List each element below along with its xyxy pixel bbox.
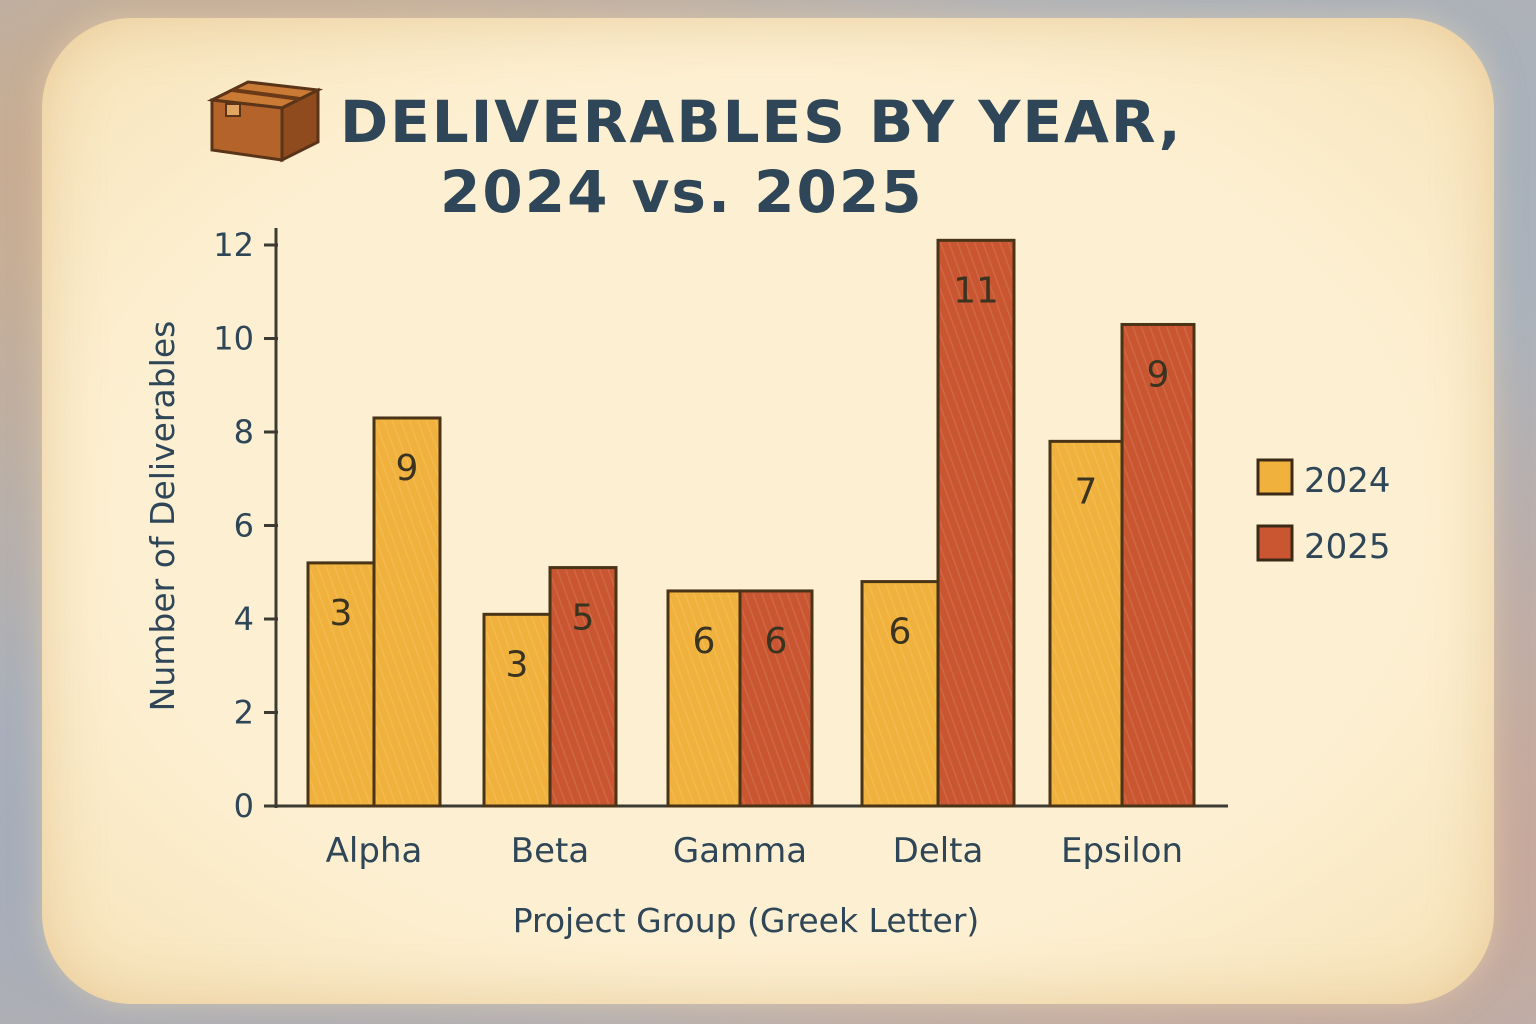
x-categories: Alpha Beta Gamma Delta Epsilon (326, 831, 1183, 871)
x-category-label-epsilon: Epsilon (1061, 831, 1183, 871)
bar-texture (1052, 443, 1120, 804)
legend-swatch-2024 (1256, 458, 1294, 496)
chart-card (42, 18, 1494, 1004)
bar-texture (670, 592, 738, 804)
x-category-label-alpha: Alpha (326, 831, 423, 871)
data-label-epsilon-2025: 9 (1147, 354, 1170, 395)
bar-texture (376, 419, 438, 804)
data-label-epsilon-2024: 7 (1075, 471, 1098, 512)
y-tick-label: 6 (234, 507, 254, 545)
legend-label-2025: 2025 (1304, 527, 1391, 567)
bar-texture (864, 583, 936, 804)
legend-label-2024: 2024 (1304, 461, 1391, 501)
bar-texture (486, 616, 548, 804)
bars: 3 9 3 5 6 6 6 11 7 9 (306, 238, 1196, 808)
bar-texture (552, 569, 614, 804)
data-label-beta-2024: 3 (506, 644, 529, 685)
x-category-label-gamma: Gamma (673, 831, 807, 871)
legend-swatch-2025 (1256, 524, 1294, 562)
data-label-alpha-2024: 3 (330, 593, 353, 634)
data-label-gamma-2024: 6 (693, 621, 716, 662)
y-tick-label: 0 (234, 787, 254, 825)
y-tick-label: 10 (213, 320, 254, 358)
bar-texture (310, 564, 372, 804)
legend: 2024 2025 (1256, 458, 1391, 567)
y-axis-title: Number of Deliverables (143, 321, 182, 712)
y-tick-label: 2 (234, 694, 254, 732)
data-label-beta-2025: 5 (572, 598, 595, 639)
y-tick-label: 4 (234, 600, 254, 638)
bar-texture (940, 242, 1012, 804)
chart-title: DELIVERABLES BY YEAR, (340, 88, 1183, 156)
y-ticks: 0 2 4 6 8 10 12 (213, 226, 278, 825)
x-axis-title: Project Group (Greek Letter) (513, 901, 980, 940)
y-tick-label: 8 (234, 413, 254, 451)
data-label-delta-2025: 11 (953, 270, 999, 311)
chart-subtitle: 2024 vs. 2025 (440, 158, 924, 226)
y-tick-label: 12 (213, 226, 254, 264)
data-label-alpha-2025: 9 (396, 448, 419, 489)
data-label-delta-2024: 6 (889, 612, 912, 653)
bar-texture (742, 592, 810, 804)
data-label-gamma-2025: 6 (765, 621, 788, 662)
bar-texture (1124, 326, 1192, 804)
x-category-label-delta: Delta (893, 831, 984, 871)
package-box-icon (206, 80, 324, 163)
x-category-label-beta: Beta (511, 831, 589, 871)
